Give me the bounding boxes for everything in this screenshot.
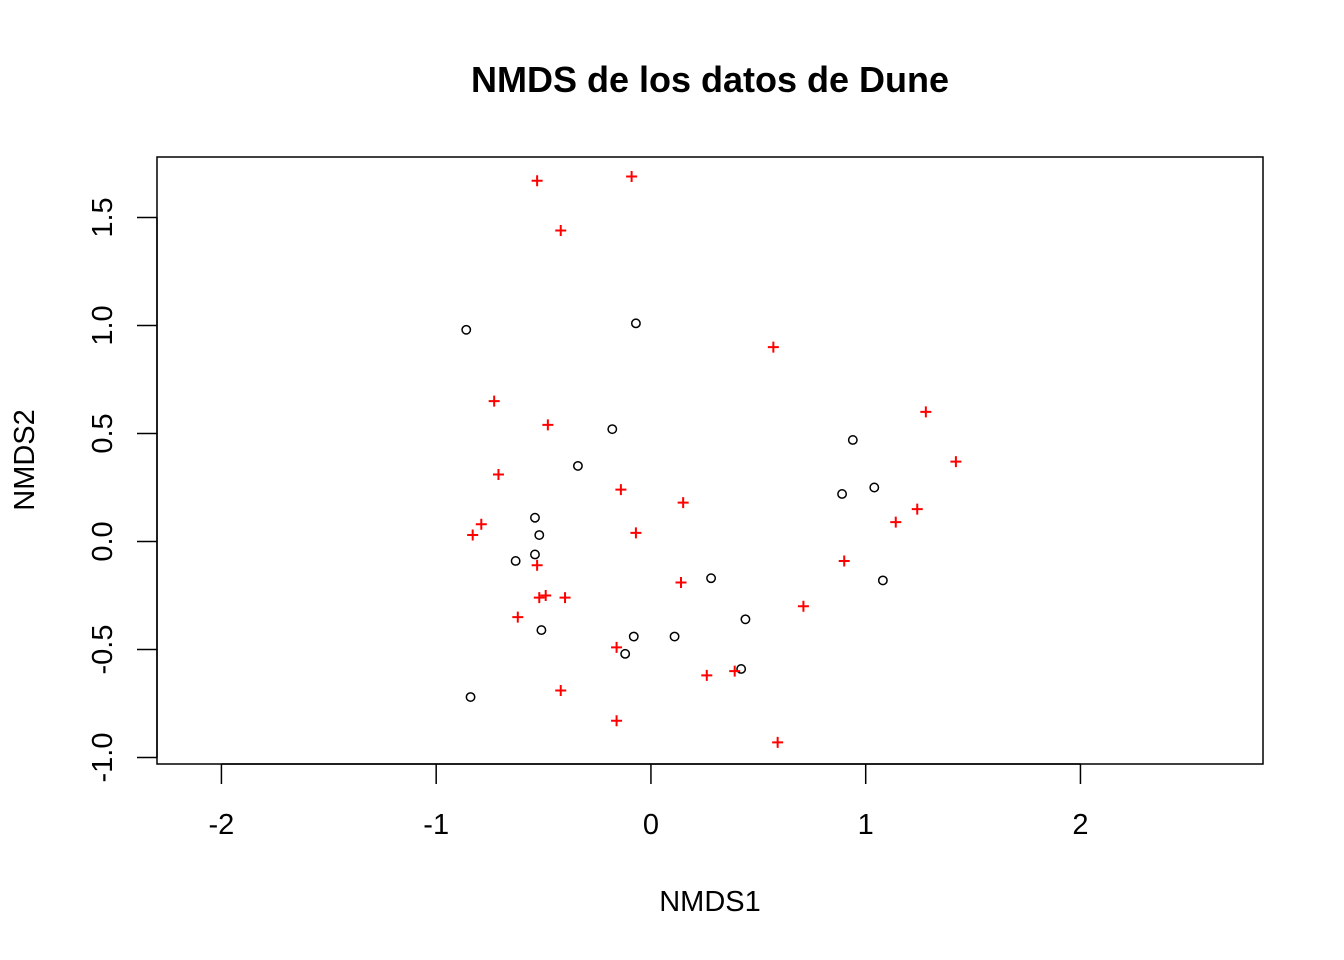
data-point-plus <box>555 685 567 697</box>
data-point-circle <box>510 555 521 566</box>
data-point-circle <box>837 489 848 499</box>
data-point-plus <box>531 175 543 187</box>
data-point-plus <box>533 592 545 604</box>
x-tick-label: 2 <box>1072 809 1088 841</box>
data-point-plus <box>630 527 642 539</box>
y-tick-label: 0.0 <box>87 521 119 561</box>
data-point-plus <box>675 577 687 589</box>
data-point-circle <box>869 482 880 493</box>
data-point-plus <box>611 715 623 727</box>
data-point-plus <box>611 641 623 653</box>
data-point-plus <box>838 555 850 567</box>
plot-frame <box>156 156 1264 765</box>
data-point-plus <box>626 170 638 182</box>
data-point-plus <box>677 497 689 509</box>
x-axis-label: NMDS1 <box>659 886 761 918</box>
data-point-circle <box>736 664 747 674</box>
x-tick-label: -2 <box>209 809 235 841</box>
data-point-plus <box>555 224 567 236</box>
y-tick-label: 1.0 <box>87 305 119 345</box>
y-axis-label: NMDS2 <box>9 409 41 511</box>
data-point-circle <box>536 625 547 636</box>
chart-title: NMDS de los datos de Dune <box>471 59 949 100</box>
data-point-circle <box>530 512 540 523</box>
data-point-plus <box>729 665 741 677</box>
data-point-circle <box>620 648 631 659</box>
data-point-plus <box>701 669 713 681</box>
x-tick-label: -1 <box>423 809 449 841</box>
data-point-plus <box>767 341 779 353</box>
y-axis: -1.0 -0.5 0.0 0.5 1.0 1.5 <box>87 197 158 783</box>
data-point-circle <box>530 549 540 560</box>
data-point-plus <box>797 600 809 612</box>
data-point-plus <box>559 592 571 604</box>
y-tick-label: -0.5 <box>87 625 119 675</box>
x-axis: -2 -1 0 1 2 <box>209 763 1089 841</box>
data-point-plus <box>531 559 543 571</box>
data-point-plus <box>467 529 479 541</box>
data-point-plus <box>772 736 784 748</box>
data-point-circle <box>847 435 858 445</box>
x-tick-label: 1 <box>858 809 874 841</box>
y-tick-label: -1.0 <box>87 733 119 783</box>
data-point-plus <box>542 419 554 431</box>
data-point-circle <box>740 614 751 625</box>
data-point-circle <box>877 575 888 586</box>
data-point-circle <box>607 424 618 435</box>
data-point-circle <box>628 631 639 642</box>
data-point-plus <box>488 395 500 407</box>
data-point-plus <box>911 503 923 515</box>
data-point-circle <box>465 692 476 702</box>
data-point-plus <box>512 611 524 623</box>
data-point-circle <box>630 318 641 329</box>
data-point-plus <box>950 456 962 468</box>
data-point-plus <box>492 469 504 481</box>
data-point-plus <box>890 516 902 528</box>
data-point-circle <box>572 460 583 471</box>
data-point-circle <box>669 631 680 642</box>
x-tick-label: 0 <box>643 809 659 841</box>
data-points <box>461 170 962 748</box>
y-tick-label: 0.5 <box>87 413 119 453</box>
data-point-plus <box>615 484 627 496</box>
data-point-plus <box>920 406 932 418</box>
data-point-circle <box>461 324 472 335</box>
data-point-circle <box>706 573 717 584</box>
data-point-plus <box>540 590 552 602</box>
data-point-circle <box>534 530 545 540</box>
data-point-plus <box>475 518 487 530</box>
y-tick-label: 1.5 <box>87 197 119 237</box>
